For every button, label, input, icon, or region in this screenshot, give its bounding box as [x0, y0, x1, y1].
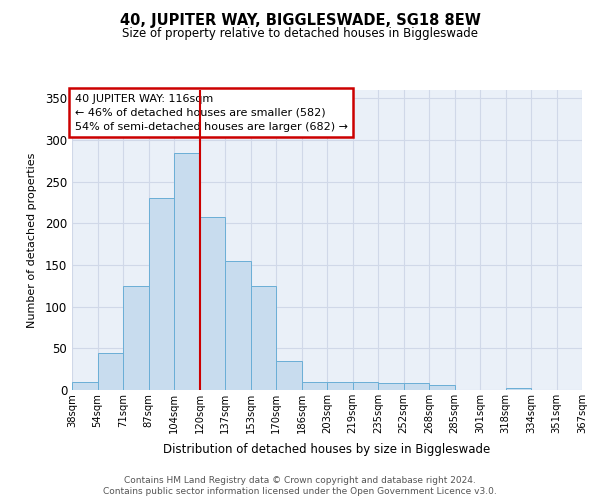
Bar — [276, 361, 302, 390]
Text: Contains public sector information licensed under the Open Government Licence v3: Contains public sector information licen… — [103, 488, 497, 496]
Bar — [505, 388, 531, 390]
Bar — [353, 382, 378, 390]
Bar — [199, 216, 225, 390]
Bar — [404, 384, 429, 390]
Y-axis label: Number of detached properties: Number of detached properties — [26, 152, 37, 328]
Bar — [123, 286, 149, 390]
Bar — [97, 352, 123, 390]
Text: 40, JUPITER WAY, BIGGLESWADE, SG18 8EW: 40, JUPITER WAY, BIGGLESWADE, SG18 8EW — [119, 12, 481, 28]
Text: Distribution of detached houses by size in Biggleswade: Distribution of detached houses by size … — [163, 442, 491, 456]
Bar — [174, 154, 199, 390]
Text: Contains HM Land Registry data © Crown copyright and database right 2024.: Contains HM Land Registry data © Crown c… — [124, 476, 476, 485]
Text: 40 JUPITER WAY: 116sqm
← 46% of detached houses are smaller (582)
54% of semi-de: 40 JUPITER WAY: 116sqm ← 46% of detached… — [74, 94, 347, 132]
Bar — [302, 382, 327, 390]
Bar — [378, 384, 404, 390]
Bar — [149, 198, 174, 390]
Bar — [225, 261, 251, 390]
Bar — [327, 382, 353, 390]
Bar — [251, 286, 276, 390]
Bar — [72, 382, 97, 390]
Text: Size of property relative to detached houses in Biggleswade: Size of property relative to detached ho… — [122, 28, 478, 40]
Bar — [429, 385, 455, 390]
